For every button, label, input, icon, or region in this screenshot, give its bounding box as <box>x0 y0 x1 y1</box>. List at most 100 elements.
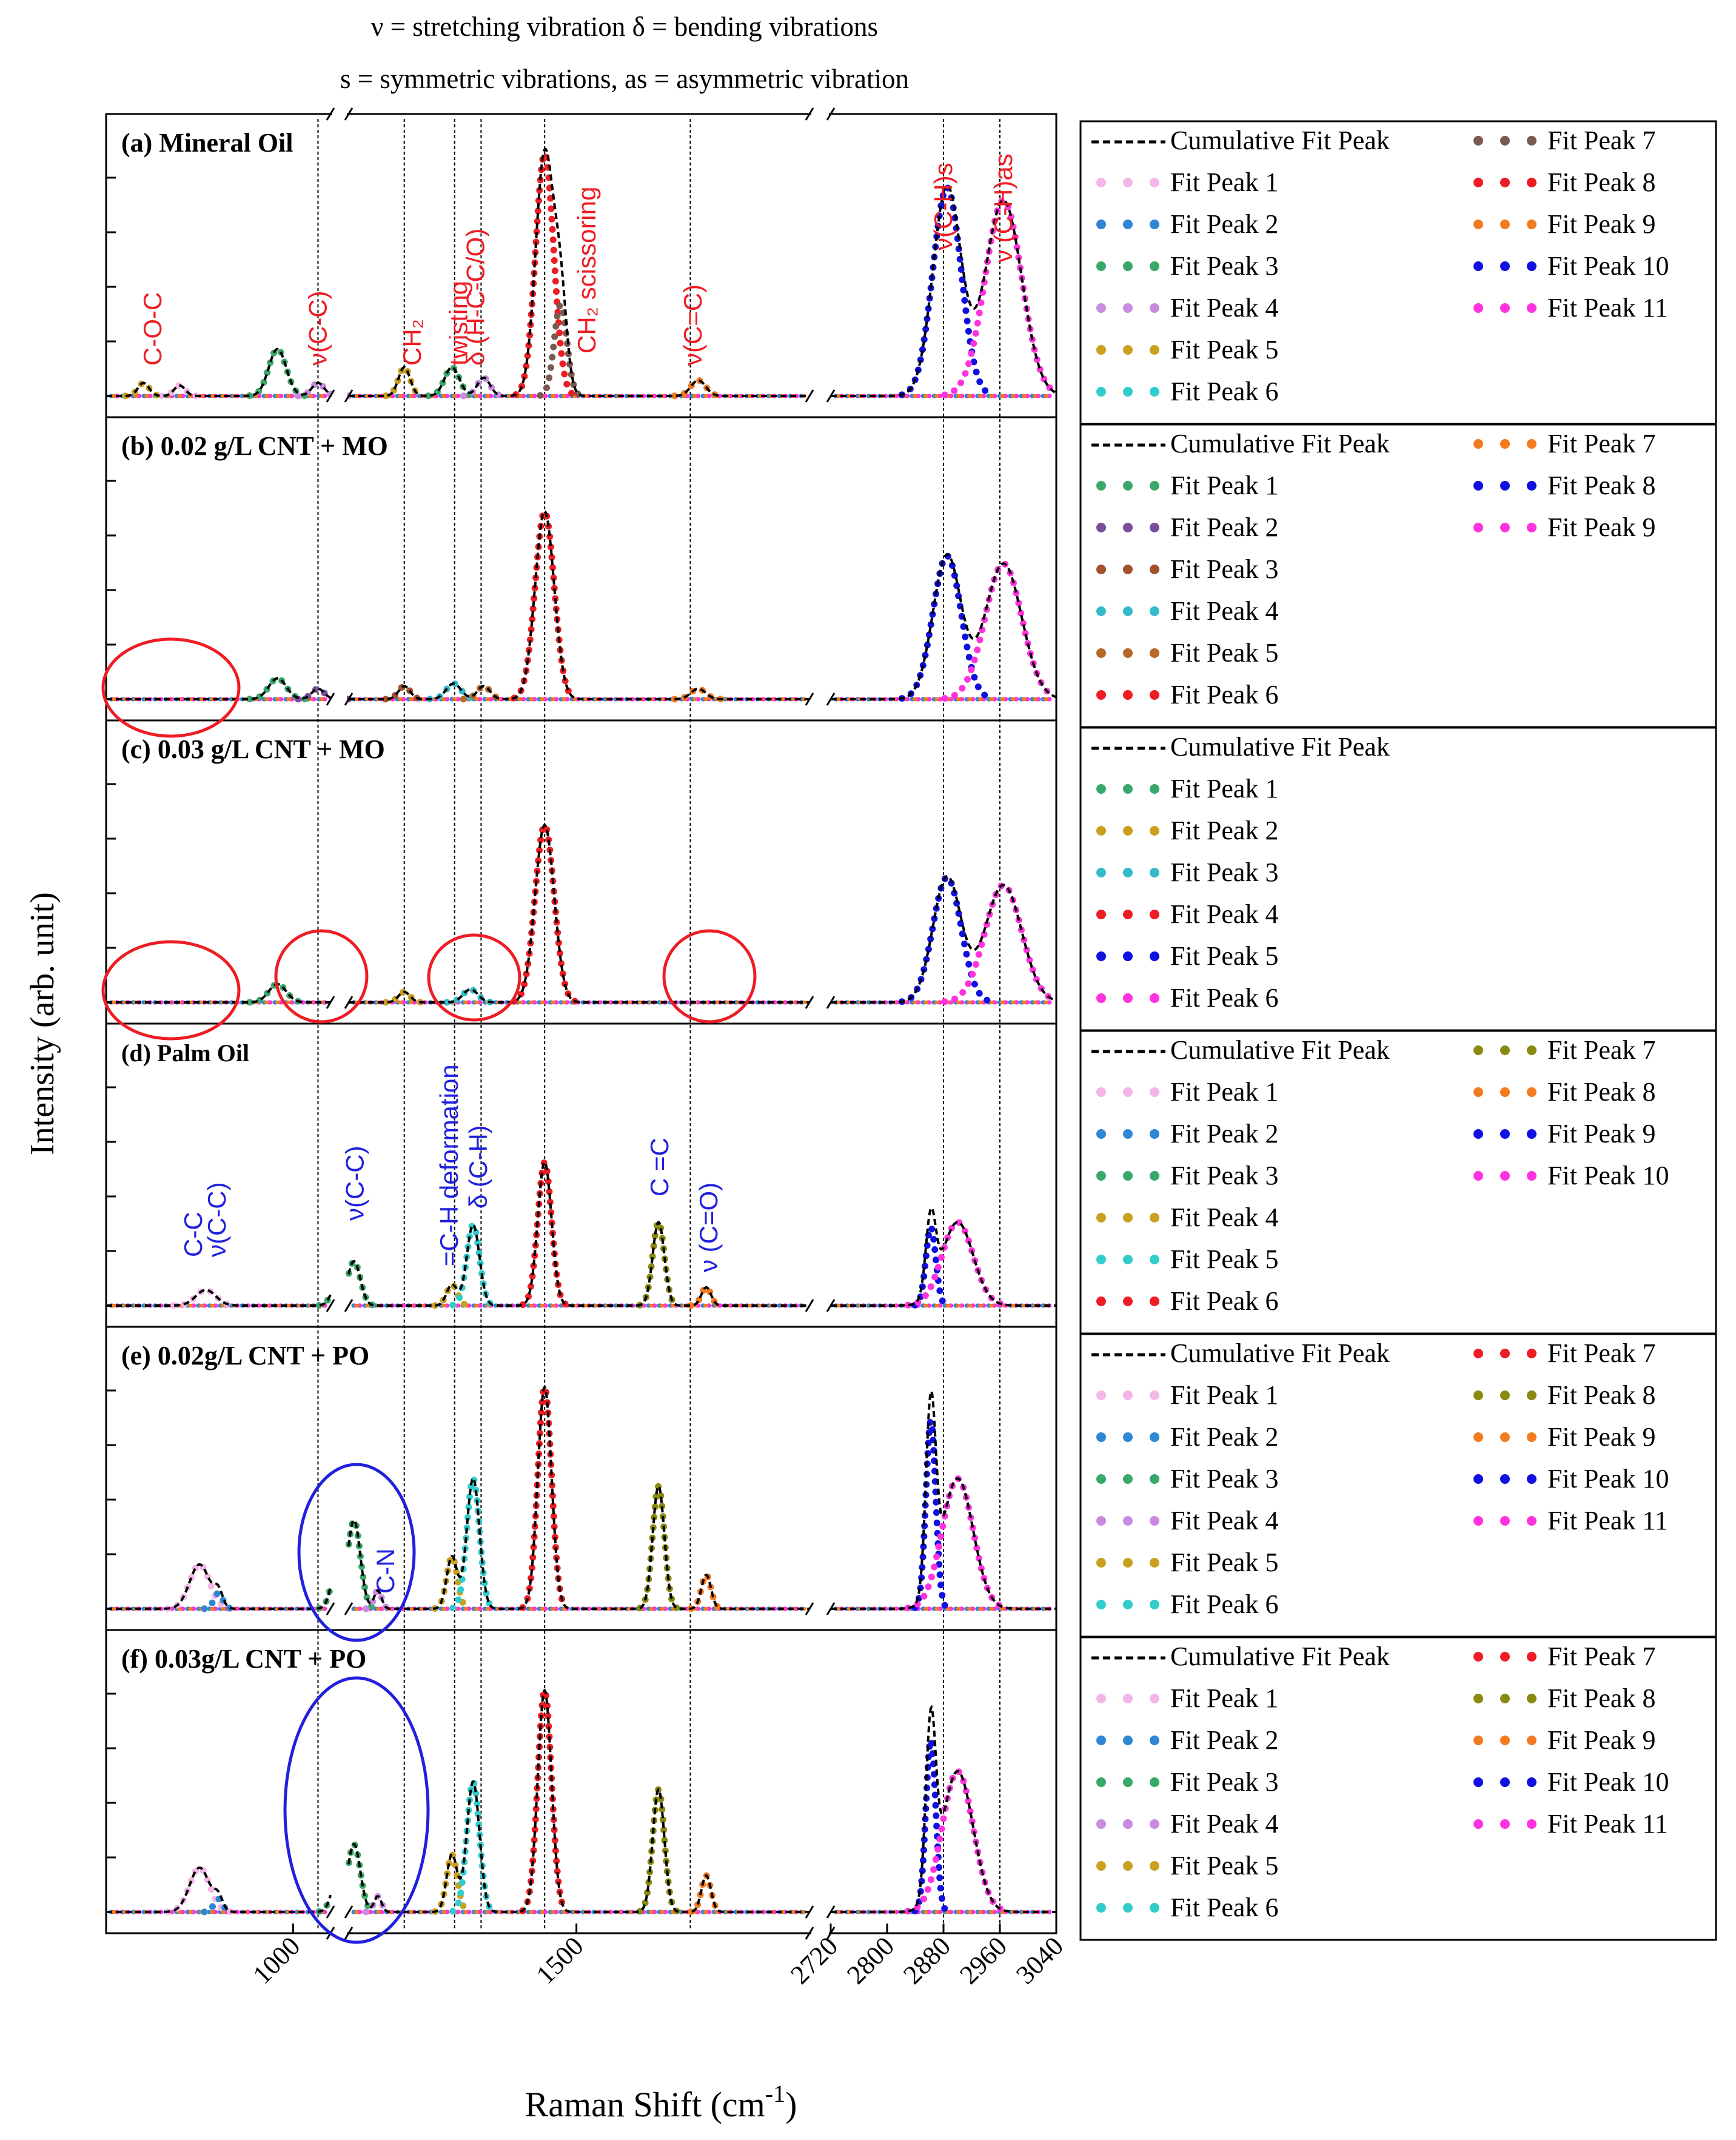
fit-peak-curve <box>201 1895 235 1916</box>
legend-peak-swatch <box>1123 1736 1133 1745</box>
legend-peak-swatch <box>1500 303 1510 313</box>
fit-peak-curve <box>246 345 309 399</box>
legend-peak-swatch <box>1123 1516 1133 1526</box>
legend-peak-swatch <box>1096 481 1106 491</box>
fit-peak-curve <box>246 675 309 703</box>
legend-peak-swatch <box>1096 690 1106 700</box>
legend-peak-swatch <box>1096 1736 1106 1745</box>
cumulative-fit-curve <box>348 510 809 700</box>
legend-peak-swatch <box>1123 565 1133 574</box>
legend-peak-swatch <box>1150 1861 1159 1871</box>
legend-peak-swatch <box>1150 1087 1159 1097</box>
fit-peak-curve <box>449 1474 497 1612</box>
axis-break-gap <box>332 696 347 703</box>
peak-annotation: CH₂ <box>398 319 426 366</box>
legend-box <box>1079 1030 1717 1335</box>
fit-peak-curve <box>898 183 996 398</box>
legend-peak-swatch <box>1150 1694 1159 1703</box>
highlight-ellipse <box>101 637 241 738</box>
fit-peak-curve <box>246 981 309 1006</box>
panel-label: (d) Palm Oil <box>121 1039 249 1067</box>
legend-peak-label: Fit Peak 2 <box>1170 816 1278 845</box>
axis-break-mark <box>826 389 836 403</box>
legend-peak-swatch <box>1123 826 1133 836</box>
cumulative-fit-curve <box>106 677 331 700</box>
peak-annotation: ν(C-C) <box>303 290 332 366</box>
legend-peak-swatch <box>1473 220 1483 229</box>
axis-break-mark <box>805 389 814 403</box>
legend-peak-swatch <box>1473 261 1483 271</box>
legend-peak-swatch <box>1096 1213 1106 1223</box>
legend-peak-swatch <box>1096 993 1106 1003</box>
legend-peak-swatch <box>1150 220 1159 229</box>
legend-peak-swatch <box>1150 1819 1159 1829</box>
legend-peak-swatch <box>1096 1296 1106 1306</box>
axis-break-mark <box>826 1299 836 1312</box>
legend-peak-swatch <box>1473 1349 1483 1358</box>
legend-peak-swatch <box>1123 220 1133 229</box>
panel-label: (c) 0.03 g/L CNT + MO <box>121 734 385 764</box>
legend-peak-swatch <box>1123 951 1133 961</box>
legend-peak-swatch <box>1500 261 1510 271</box>
legend-peak-label: Fit Peak 8 <box>1547 1077 1655 1107</box>
x-tick-label: 2800 <box>841 1931 900 1990</box>
axis-break-mark <box>805 1299 814 1312</box>
legend-peak-swatch <box>1123 648 1133 658</box>
legend-peak-swatch <box>1150 951 1159 961</box>
legend-peak-label: Fit Peak 10 <box>1547 1161 1669 1190</box>
axis-break-gap <box>811 392 829 400</box>
axis-break-gap <box>811 1908 829 1916</box>
legend-cumulative-label: Cumulative Fit Peak <box>1170 126 1390 155</box>
legend-peak-swatch <box>1096 1432 1106 1442</box>
axis-break-mark <box>326 107 335 121</box>
legend-peak-swatch <box>1096 1819 1106 1829</box>
legend-peak-label: Fit Peak 7 <box>1547 1338 1655 1368</box>
legend-peak-label: Fit Peak 5 <box>1170 1851 1278 1880</box>
legend-peak-swatch <box>1123 606 1133 616</box>
legend-peak-swatch <box>1123 1171 1133 1181</box>
legend-peak-swatch <box>1150 1296 1159 1306</box>
peak-annotation: C-N <box>371 1548 400 1594</box>
axis-break-mark <box>826 693 836 706</box>
legend-peak-swatch <box>1150 1171 1159 1181</box>
axis-break-gap <box>811 110 829 118</box>
legend-cumulative-label: Cumulative Fit Peak <box>1170 429 1390 458</box>
legend-peak-swatch <box>1473 1819 1483 1829</box>
legend-peak-label: Fit Peak 10 <box>1547 1767 1669 1797</box>
panel-label: (a) Mineral Oil <box>121 128 293 158</box>
legend-peak-swatch <box>1096 220 1106 229</box>
legend-peak-swatch <box>1150 826 1159 836</box>
legend-peak-swatch <box>1096 1087 1106 1097</box>
legend: Cumulative Fit Peak Fit Peak 1 Fit Peak 2 F… <box>1079 1333 1717 1638</box>
legend-peak-swatch <box>1150 784 1159 794</box>
peak-annotation: =C-H deformation <box>435 1064 463 1266</box>
legend-peak-swatch <box>1500 1349 1510 1358</box>
fit-peak-curve <box>911 1223 950 1309</box>
legend-peak-swatch <box>1527 1736 1537 1745</box>
legend-cumulative-label: Cumulative Fit Peak <box>1170 1338 1390 1368</box>
cumulative-fit-curve <box>106 1289 332 1307</box>
legend-peak-swatch <box>1527 178 1537 187</box>
peak-annotation: ν(C-H)s <box>929 163 957 250</box>
legend-peak-swatch <box>1500 1777 1510 1787</box>
legend-peak-swatch <box>1123 303 1133 313</box>
legend-peak-label: Fit Peak 3 <box>1170 1161 1278 1190</box>
axis-break-gap <box>811 1302 829 1309</box>
legend-peak-label: Fit Peak 5 <box>1170 638 1278 668</box>
cumulative-fit-curve <box>831 1206 1056 1307</box>
legend-peak-swatch <box>1150 690 1159 700</box>
x-axis-title: Raman Shift (cm-1) <box>525 2080 797 2124</box>
panel-label: (e) 0.02g/L CNT + PO <box>121 1341 369 1370</box>
legend-peak-swatch <box>1527 1819 1537 1829</box>
legend-peak-swatch <box>1473 1390 1483 1400</box>
fit-peak-curve <box>537 300 584 399</box>
legend-peak-swatch <box>1500 1432 1510 1442</box>
legend: Cumulative Fit Peak Fit Peak 1 Fit Peak 2 F… <box>1079 1030 1717 1335</box>
y-axis-title: Intensity (arb. unit) <box>24 892 61 1155</box>
legend-peak-swatch <box>1096 1474 1106 1484</box>
legend-peak-swatch <box>1150 1903 1159 1913</box>
legend-peak-swatch <box>1527 261 1537 271</box>
legend-peak-swatch <box>1123 1694 1133 1703</box>
axis-break-mark <box>326 1602 335 1615</box>
